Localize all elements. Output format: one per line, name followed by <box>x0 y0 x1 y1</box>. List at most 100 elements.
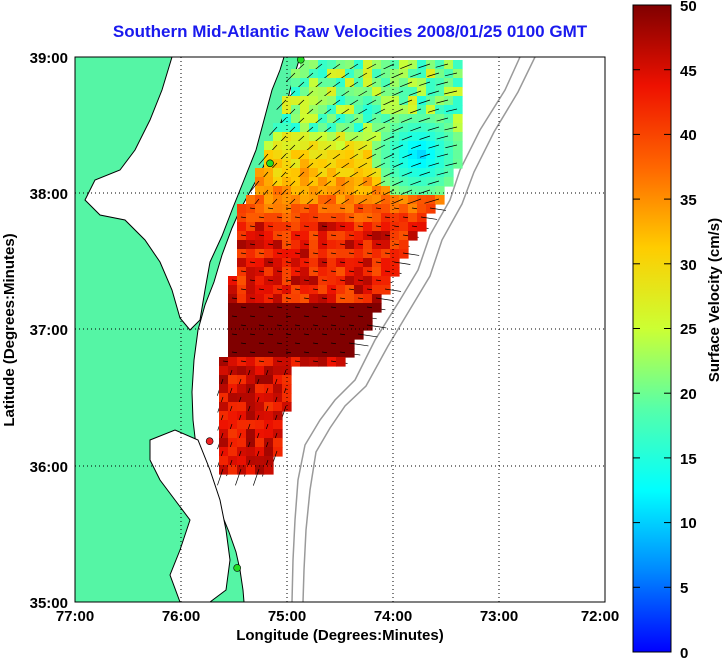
x-tick-label: 74:00 <box>374 608 412 625</box>
velocity-cell <box>318 303 328 313</box>
velocity-cell <box>336 249 346 259</box>
velocity-cell <box>399 195 409 205</box>
colorbar-tick-label: 40 <box>680 127 697 144</box>
velocity-cell <box>309 78 319 88</box>
velocity-cell <box>282 195 292 205</box>
velocity-arrow <box>357 108 368 115</box>
velocity-cell <box>255 186 265 196</box>
velocity-cell <box>237 258 247 268</box>
velocity-cell <box>345 222 355 232</box>
velocity-cell <box>255 348 265 358</box>
velocity-cell <box>300 78 310 88</box>
radar-site-marker <box>266 159 274 168</box>
velocity-cell <box>300 186 310 196</box>
velocity-cell <box>255 357 265 367</box>
velocity-cell <box>300 114 310 124</box>
velocity-cell <box>390 105 400 115</box>
velocity-cell <box>327 177 337 187</box>
velocity-cell <box>372 96 382 106</box>
velocity-cell <box>381 87 391 97</box>
chesapeake-bay <box>84 57 285 331</box>
velocity-cell <box>282 312 292 322</box>
velocity-cell <box>246 429 256 439</box>
velocity-arrow <box>401 171 413 177</box>
velocity-cell <box>318 132 328 142</box>
velocity-cell <box>273 285 283 295</box>
velocity-cell <box>309 105 319 115</box>
velocity-cell <box>354 87 364 97</box>
velocity-cell <box>354 123 364 133</box>
velocity-arrow <box>258 153 269 166</box>
velocity-cell <box>345 177 355 187</box>
velocity-cell <box>246 411 256 421</box>
velocity-cell <box>264 375 274 385</box>
velocity-cell <box>372 222 382 232</box>
velocity-cell <box>264 186 274 196</box>
velocity-cell <box>318 231 328 241</box>
velocity-cell <box>273 339 283 349</box>
velocity-cell <box>408 231 418 241</box>
velocity-arrow <box>392 90 404 96</box>
velocity-cell <box>291 267 301 277</box>
velocity-cell <box>336 141 346 151</box>
velocity-cell <box>408 78 418 88</box>
velocity-arrow <box>392 162 404 168</box>
velocity-cell <box>417 150 427 160</box>
velocity-arrow <box>436 99 449 104</box>
velocity-arrow <box>418 63 431 69</box>
velocity-cell <box>354 60 364 70</box>
velocity-cell <box>327 276 337 286</box>
velocity-cell <box>372 240 382 250</box>
velocity-cell <box>273 150 283 160</box>
velocity-arrow <box>419 135 431 140</box>
velocity-cell <box>345 150 355 160</box>
velocity-cell <box>336 357 346 367</box>
velocity-cell <box>264 330 274 340</box>
velocity-cell <box>228 339 238 349</box>
velocity-cell <box>336 285 346 295</box>
velocity-cell <box>282 123 292 133</box>
velocity-cell <box>264 312 274 322</box>
velocity-cell <box>390 96 400 106</box>
velocity-cell <box>318 195 328 205</box>
velocity-cell <box>300 204 310 214</box>
velocity-cell <box>264 258 274 268</box>
velocity-cell <box>381 195 391 205</box>
velocity-cell <box>345 114 355 124</box>
velocity-cell <box>336 321 346 331</box>
velocity-cell <box>273 357 283 367</box>
velocity-cell <box>390 78 400 88</box>
colorbar-tick-label: 45 <box>680 63 697 80</box>
velocity-cell <box>237 429 247 439</box>
velocity-cell <box>318 348 328 358</box>
velocity-cell <box>273 366 283 376</box>
velocity-cell <box>345 168 355 178</box>
velocity-cell <box>363 240 373 250</box>
velocity-cell <box>354 132 364 142</box>
velocity-cell <box>291 303 301 313</box>
velocity-cell <box>390 213 400 223</box>
velocity-cell <box>300 258 310 268</box>
velocity-cell <box>417 204 427 214</box>
velocity-cell <box>417 195 427 205</box>
x-axis: 77:00 76:00 75:00 74:00 73:00 72:00 Long… <box>56 608 619 644</box>
velocity-cell <box>246 375 256 385</box>
velocity-cell <box>390 159 400 169</box>
velocity-cell <box>327 285 337 295</box>
velocity-cell <box>282 96 292 106</box>
velocity-cell <box>327 159 337 169</box>
velocity-arrow <box>399 99 413 106</box>
velocity-cell <box>318 60 328 70</box>
velocity-cell <box>291 249 301 259</box>
velocity-cell <box>345 141 355 151</box>
velocity-cell <box>408 168 418 178</box>
velocity-cell <box>318 357 328 367</box>
velocity-cell <box>282 339 292 349</box>
velocity-cell <box>399 168 409 178</box>
velocity-cell <box>300 123 310 133</box>
velocity-cell <box>264 240 274 250</box>
velocity-cell <box>219 438 229 448</box>
velocity-arrow <box>383 171 395 178</box>
velocity-cell <box>327 357 337 367</box>
velocity-cell <box>354 321 364 331</box>
